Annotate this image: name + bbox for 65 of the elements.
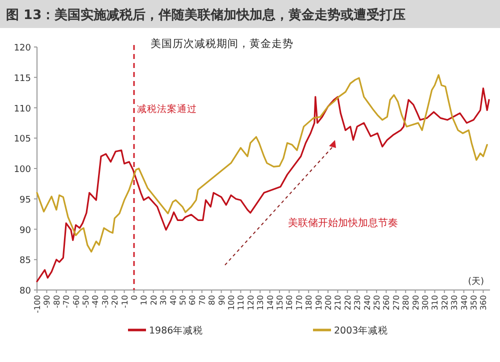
- x-tick-label: 270: [392, 295, 401, 310]
- x-tick-label: -90: [42, 295, 52, 308]
- x-tick-label: -20: [110, 295, 120, 308]
- x-tick-label: 210: [334, 295, 343, 310]
- line-series: [36, 74, 488, 253]
- x-tick-label: -30: [100, 295, 110, 308]
- x-tick-label: 280: [402, 295, 411, 310]
- x-tick-label: -80: [52, 295, 62, 308]
- x-tick-label: -10: [120, 295, 130, 308]
- x-tick-label: 180: [304, 295, 314, 310]
- x-tick-label: -70: [62, 295, 72, 308]
- x-tick-label: -60: [72, 295, 81, 308]
- x-tick-label: 240: [362, 295, 372, 310]
- x-tick-label: 220: [343, 295, 352, 310]
- x-tick-label: 110: [236, 295, 246, 310]
- annotation: 美联储开始加快加息节奏: [288, 217, 398, 229]
- ref-line-label: 减税法案通过: [137, 103, 197, 115]
- x-tick-label: 360: [479, 295, 488, 310]
- x-tick-label: 200: [324, 295, 334, 310]
- x-tick-label: 40: [168, 295, 178, 306]
- chart-title: 图 13：美国实施减税后，伴随美联储加快加息，黄金走势或遭受打压: [6, 7, 406, 23]
- x-tick-label: 160: [285, 295, 294, 310]
- x-tick-label: 330: [450, 295, 460, 310]
- x-tick-label: 140: [266, 295, 275, 310]
- y-tick-label: 115: [14, 74, 31, 84]
- x-tick-label: 130: [256, 295, 266, 310]
- chart-subtitle: 美国历次减税期间，黄金走势: [150, 37, 294, 50]
- x-tick-label: 100: [227, 295, 236, 310]
- x-tick-label: 320: [440, 295, 450, 310]
- x-tick-label: 80: [208, 295, 217, 306]
- y-tick-label: 90: [20, 226, 32, 236]
- x-tick-label: 150: [276, 295, 285, 310]
- x-tick-label: 310: [430, 295, 440, 310]
- y-tick-label: 80: [20, 286, 32, 296]
- x-tick-label: 50: [178, 295, 188, 306]
- y-tick-label: 100: [14, 165, 32, 175]
- x-tick-label: 290: [411, 295, 420, 310]
- x-tick-label: 30: [159, 295, 168, 306]
- y-tick-label: 85: [20, 256, 31, 266]
- x-tick-label: 170: [294, 295, 304, 310]
- x-tick-label: -40: [91, 295, 100, 308]
- x-tick-label: 350: [470, 295, 479, 310]
- x-tick-label: 10: [140, 295, 149, 306]
- x-tick-label: 300: [421, 295, 430, 310]
- x-tick-label: 340: [460, 295, 469, 310]
- title-banner: 图 13：美国实施减税后，伴随美联储加快加息，黄金走势或遭受打压: [0, 0, 500, 28]
- x-tick-label: 120: [246, 295, 256, 310]
- x-axis-title: (天): [468, 276, 484, 287]
- legend-label: 2003年减税: [334, 324, 388, 336]
- x-tick-label: 0: [130, 295, 139, 300]
- y-tick-label: 120: [14, 44, 32, 54]
- x-tick-label: 70: [198, 295, 207, 306]
- legend-label: 1986年减税: [149, 324, 204, 336]
- x-tick-label: 250: [372, 295, 382, 310]
- x-tick-label: 190: [314, 295, 324, 310]
- x-tick-label: 20: [149, 295, 158, 306]
- x-tick-label: -100: [33, 295, 42, 314]
- y-tick-label: 110: [14, 104, 32, 114]
- x-tick-label: -50: [82, 295, 90, 308]
- x-tick-label: 260: [382, 295, 392, 310]
- x-tick-label: 230: [353, 295, 362, 310]
- y-tick-label: 95: [20, 195, 31, 206]
- y-tick-label: 105: [14, 134, 31, 145]
- x-tick-label: 60: [188, 295, 198, 306]
- x-tick-label: 90: [217, 295, 226, 306]
